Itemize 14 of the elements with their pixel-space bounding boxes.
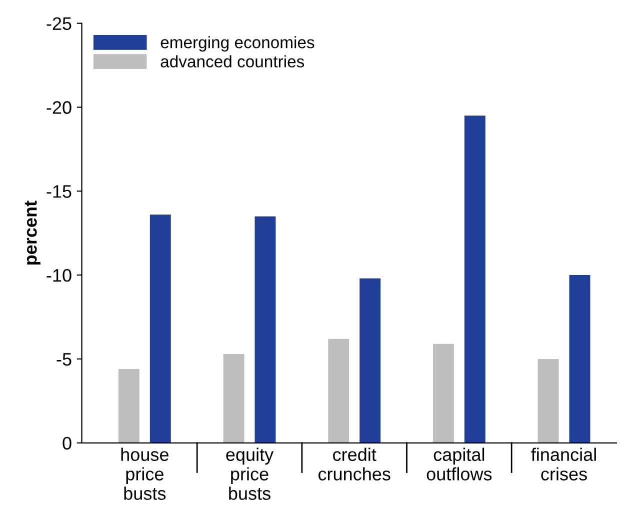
y-axis-title: percent [24, 200, 40, 265]
y-tick-label: 0 [62, 436, 72, 450]
x-tick-label: credit crunches [318, 448, 390, 480]
x-tick-label: capital outflows [426, 448, 492, 480]
x-tick-label: financial crises [531, 448, 596, 480]
legend-label: advanced countries [160, 55, 304, 68]
y-tick-label: -15 [46, 185, 72, 198]
y-tick-label: -5 [56, 353, 72, 366]
y-tick-label: -20 [46, 101, 72, 114]
x-tick-label: equity price busts [226, 448, 274, 500]
legend-label: emerging economies [160, 36, 314, 52]
x-tick-label: house price busts [121, 448, 168, 500]
y-tick-label: -25 [46, 17, 72, 30]
y-tick-label: -10 [46, 268, 72, 282]
